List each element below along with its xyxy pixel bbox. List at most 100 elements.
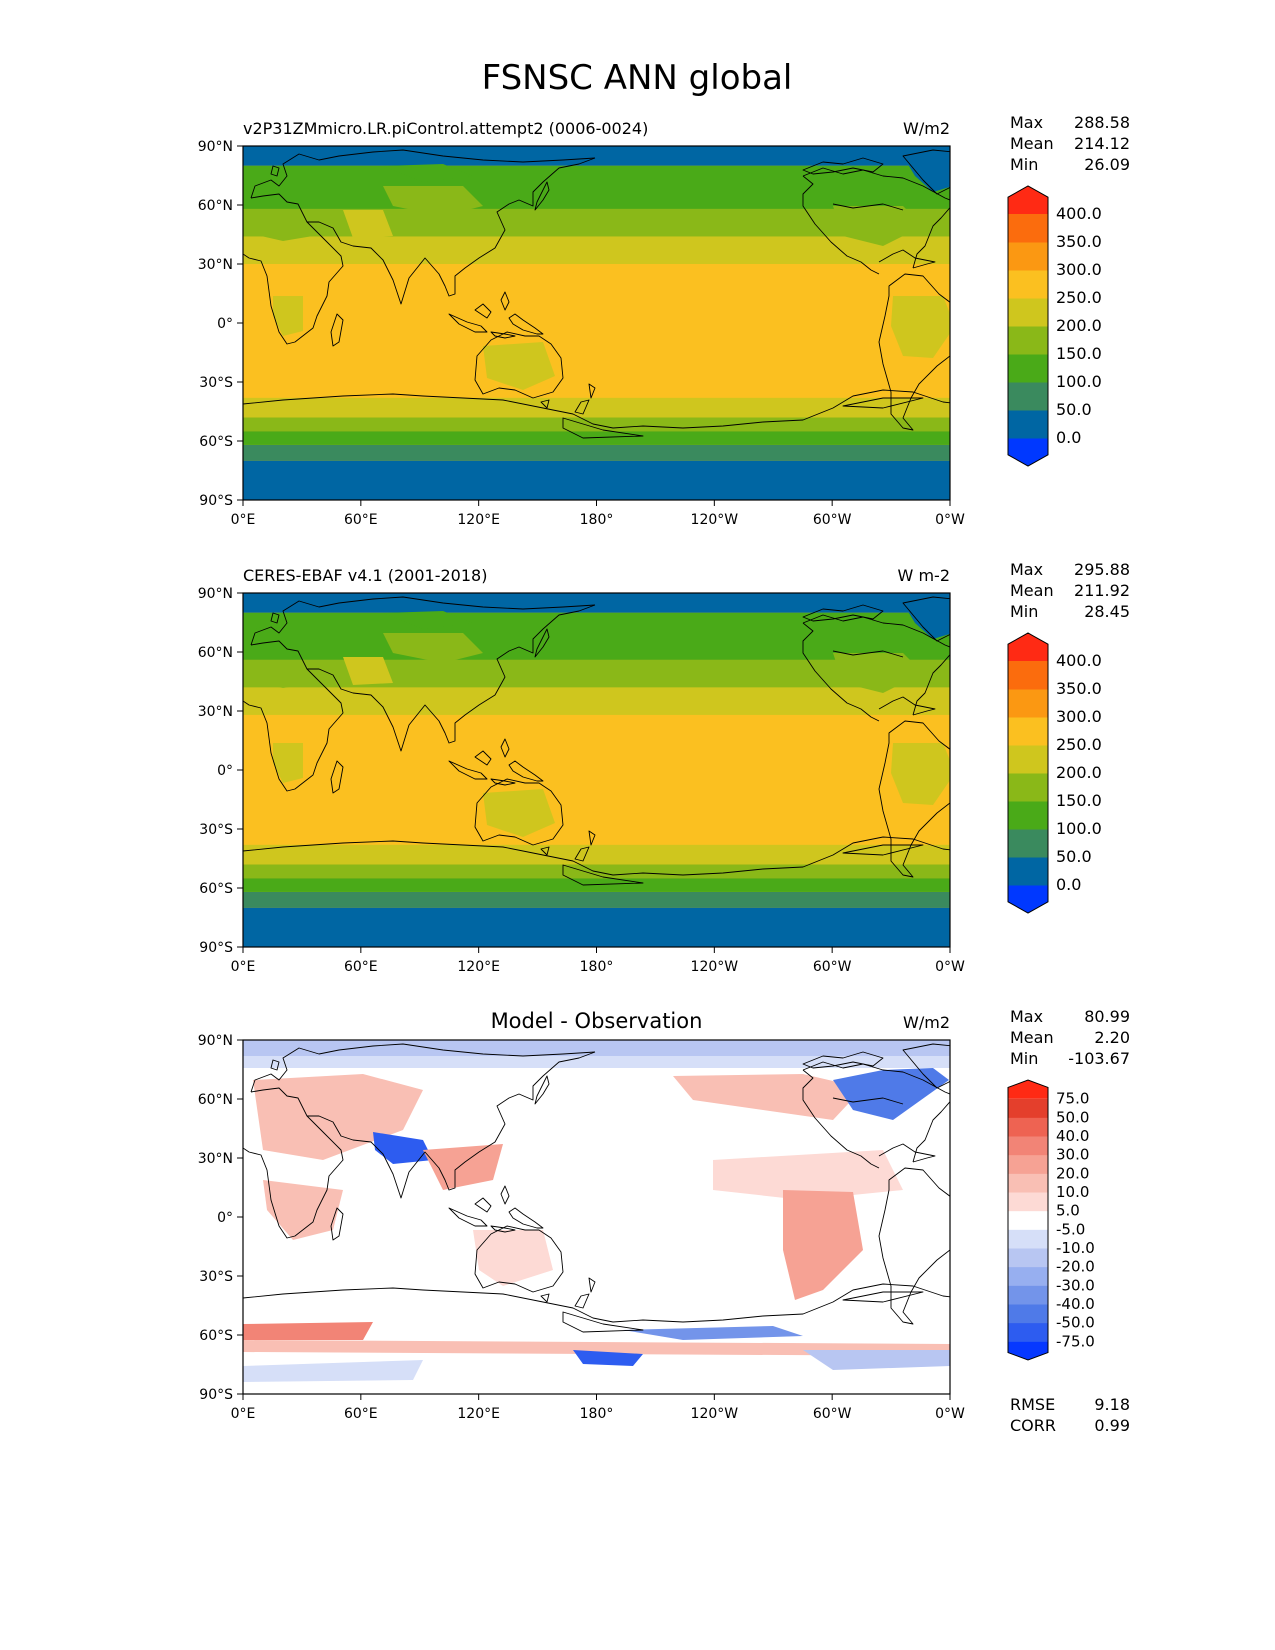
colorbar-swatch	[1008, 1136, 1048, 1156]
contour-band	[243, 878, 950, 892]
stat-value: 214.12	[1074, 134, 1130, 153]
stat-label: Mean	[1010, 134, 1054, 153]
lon-tick-label: 120°E	[457, 1406, 500, 1422]
colorbar-swatch	[1008, 1192, 1048, 1212]
colorbar-label: 400.0	[1056, 204, 1102, 223]
colorbar-swatch	[1008, 1210, 1048, 1230]
difference-patch	[783, 1190, 863, 1300]
colorbar-swatch	[1008, 773, 1048, 802]
colorbar-swatch	[1008, 689, 1048, 718]
colorbar-label: 50.0	[1056, 400, 1092, 419]
land-region	[483, 789, 555, 837]
colorbar-label: 100.0	[1056, 372, 1102, 391]
difference-patch	[673, 1074, 863, 1120]
land-region	[483, 342, 555, 390]
colorbar-label: 50.0	[1056, 1108, 1089, 1126]
land-region	[891, 296, 950, 358]
colorbar-swatch	[1008, 717, 1048, 746]
colorbar-outline	[1007, 632, 1049, 914]
colorbar-label: -10.0	[1056, 1239, 1095, 1257]
stat-label: Min	[1010, 155, 1038, 174]
lon-tick-label: 180°	[580, 959, 614, 975]
lat-tick-label: 30°S	[199, 1269, 233, 1285]
colorbar-label: -40.0	[1056, 1295, 1095, 1313]
colorbar-swatch	[1008, 1117, 1048, 1137]
land-region	[891, 743, 950, 805]
lat-tick-label: 60°N	[198, 198, 233, 214]
colorbar: 400.0 350.0 300.0 250.0 200.0 150.0 100.0 50.0 0…	[1007, 632, 1102, 914]
colorbar-swatch	[1008, 186, 1048, 214]
lon-tick-label: 120°E	[457, 512, 500, 528]
colorbar-label: 300.0	[1056, 707, 1102, 726]
colorbar-label: 400.0	[1056, 651, 1102, 670]
difference-patch	[623, 1326, 803, 1340]
colorbar-label: 5.0	[1056, 1202, 1080, 1220]
contour-band	[243, 907, 950, 947]
stat-value: 288.58	[1074, 113, 1130, 132]
units-label: W m-2	[898, 566, 950, 585]
colorbar-label: 50.0	[1056, 847, 1092, 866]
colorbar-swatch	[1008, 1154, 1048, 1174]
lon-tick-label: 60°E	[344, 512, 378, 528]
units-label: W/m2	[903, 119, 950, 138]
difference-patch	[243, 1040, 950, 1056]
stat-label: Min	[1010, 602, 1038, 621]
contour-band	[243, 264, 950, 398]
colorbar-swatch	[1008, 801, 1048, 830]
panel-title: Model - Observation	[491, 1009, 703, 1033]
panel-2: 90°N 60°N 30°N 0° 30°S 60°S 90°S 0°E 60°E 120°E 18…	[198, 560, 1130, 975]
difference-patch	[473, 1230, 553, 1286]
colorbar-swatch	[1008, 857, 1048, 886]
colorbar-swatch	[1008, 661, 1048, 690]
colorbar-swatch	[1008, 354, 1048, 383]
colorbar-label: 40.0	[1056, 1127, 1089, 1145]
difference-patch	[713, 1150, 903, 1200]
colorbar-label: 0.0	[1056, 875, 1081, 894]
difference-patch	[243, 1322, 373, 1340]
colorbar-label: 300.0	[1056, 260, 1102, 279]
stat-label: Max	[1010, 560, 1043, 579]
land-region	[383, 633, 483, 663]
colorbar-label: -20.0	[1056, 1258, 1095, 1276]
lon-tick-label: 0°W	[935, 959, 965, 975]
colorbar-swatch	[1008, 270, 1048, 299]
stat-value: 28.45	[1084, 602, 1130, 621]
panel-3: 90°N 60°N 30°N 0° 30°S 60°S 90°S 0°E 60°E 120°E 18…	[198, 1007, 1130, 1435]
colorbar-swatch	[1008, 242, 1048, 271]
stat-value: 211.92	[1074, 581, 1130, 600]
colorbar-swatch	[1008, 382, 1048, 411]
difference-patch	[243, 1340, 950, 1356]
colorbar-label: 250.0	[1056, 735, 1102, 754]
lat-tick-label: 60°N	[198, 645, 233, 661]
lon-tick-label: 0°W	[935, 1406, 965, 1422]
colorbar-swatch	[1008, 1304, 1048, 1324]
land-region	[833, 206, 923, 246]
colorbar-label: 200.0	[1056, 763, 1102, 782]
colorbar-swatch	[1008, 298, 1048, 327]
contour-band	[243, 444, 950, 461]
stat-label: Min	[1010, 1049, 1038, 1068]
colorbar-swatch	[1008, 214, 1048, 243]
colorbar-label: 350.0	[1056, 679, 1102, 698]
land-region	[383, 186, 483, 216]
difference-patch	[243, 1360, 423, 1382]
colorbar-label: 10.0	[1056, 1183, 1089, 1201]
colorbar-swatch	[1008, 1080, 1048, 1099]
corr-label: CORR	[1010, 1416, 1056, 1435]
lon-tick-label: 60°E	[344, 959, 378, 975]
stat-value: 295.88	[1074, 560, 1130, 579]
map-field	[243, 1040, 950, 1382]
contour-band	[243, 844, 950, 865]
lat-tick-label: 30°N	[198, 704, 233, 720]
colorbar-swatch	[1008, 1229, 1048, 1249]
stat-label: Max	[1010, 1007, 1043, 1026]
lon-tick-label: 60°E	[344, 1406, 378, 1422]
stat-label: Mean	[1010, 1028, 1054, 1047]
land-region	[261, 663, 313, 688]
colorbar-swatch	[1008, 1266, 1048, 1286]
lat-tick-label: 30°N	[198, 257, 233, 273]
colorbar-label: 200.0	[1056, 316, 1102, 335]
colorbar-label: -75.0	[1056, 1332, 1095, 1350]
lon-tick-label: 60°W	[813, 1406, 852, 1422]
difference-patch	[263, 1180, 343, 1240]
